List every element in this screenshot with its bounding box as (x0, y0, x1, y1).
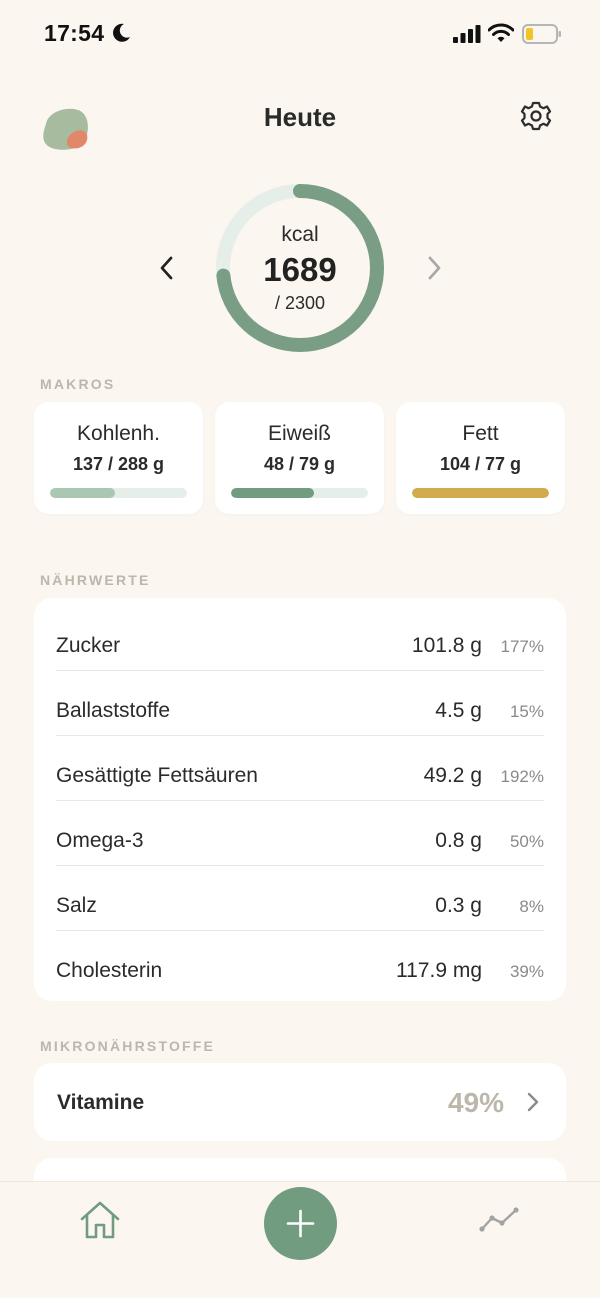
moon-icon (110, 22, 132, 49)
plus-icon (286, 1209, 315, 1238)
nutrient-row-sugar[interactable]: Zucker 101.8 g 177% (56, 606, 544, 671)
nutrient-row-salt[interactable]: Salz 0.3 g 8% (56, 866, 544, 931)
calorie-value: 1689 (263, 251, 337, 288)
nutrient-row-fiber[interactable]: Ballaststoffe 4.5 g 15% (56, 671, 544, 736)
nutrient-row-omega3[interactable]: Omega-3 0.8 g 50% (56, 801, 544, 866)
macro-value: 137 / 288 g (72, 454, 165, 474)
chevron-right-icon[interactable] (420, 250, 450, 286)
nutrient-name: Cholesterin (56, 959, 163, 982)
nutrients-card: Zucker 101.8 g 177% Ballaststoffe 4.5 g … (34, 598, 566, 1001)
nutrient-amount: 117.9 mg (396, 959, 482, 982)
macro-progress-fill (50, 488, 116, 498)
home-icon[interactable] (78, 1199, 122, 1241)
macro-value: 104 / 77 g (439, 454, 522, 474)
page-title: Heute (263, 102, 337, 132)
divider (56, 670, 544, 671)
divider (56, 865, 544, 866)
macro-card-carbs[interactable]: Kohlenh. 137 / 288 g (34, 402, 203, 514)
nutrient-percent: 8% (519, 897, 544, 916)
calorie-goal: / 2300 (274, 293, 326, 313)
nutrient-percent: 39% (509, 962, 544, 981)
macro-name: Fett (462, 422, 499, 445)
micronutrients-section-label: MIKRONÄHRSTOFFE (40, 1038, 216, 1054)
nutrient-percent: 192% (500, 767, 544, 786)
status-time: 17:54 (44, 20, 105, 46)
add-button[interactable] (264, 1187, 337, 1260)
macros-section-label: MAKROS (40, 376, 116, 392)
macro-progress-bar (412, 488, 549, 498)
nutrient-name: Gesättigte Fettsäuren (56, 764, 258, 787)
nutrient-amount: 0.3 g (435, 894, 482, 917)
line-chart-icon[interactable] (478, 1204, 522, 1234)
nutrient-amount: 4.5 g (435, 699, 482, 722)
battery-icon (522, 24, 562, 49)
divider (56, 735, 544, 736)
chevron-left-icon[interactable] (152, 250, 182, 286)
nutrients-section-label: NÄHRWERTE (40, 572, 151, 588)
macro-card-protein[interactable]: Eiweiß 48 / 79 g (215, 402, 384, 514)
tab-bar (0, 1181, 600, 1298)
macro-progress-fill (412, 488, 549, 498)
calorie-ring-progress (216, 184, 384, 352)
nutrient-name: Zucker (56, 634, 121, 657)
cellular-signal-icon (453, 25, 481, 48)
vitamins-card[interactable]: Vitamine 49% (34, 1063, 566, 1141)
divider (56, 930, 544, 931)
nutrient-percent: 50% (509, 832, 544, 851)
nutrient-amount: 0.8 g (435, 829, 482, 852)
divider (56, 800, 544, 801)
nutrient-amount: 101.8 g (411, 634, 482, 657)
macro-progress-bar (50, 488, 187, 498)
gear-icon[interactable] (518, 98, 554, 134)
vitamins-label: Vitamine (57, 1091, 145, 1114)
macro-card-fat[interactable]: Fett 104 / 77 g (396, 402, 565, 514)
nutrient-row-saturated-fat[interactable]: Gesättigte Fettsäuren 49.2 g 192% (56, 736, 544, 801)
nutrient-name: Omega-3 (56, 829, 144, 852)
nutrient-row-cholesterol[interactable]: Cholesterin 117.9 mg 39% (56, 931, 544, 996)
nutrient-name: Ballaststoffe (56, 699, 171, 722)
status-bar: 17:54 (0, 0, 600, 70)
nutrient-percent: 177% (500, 637, 544, 656)
macro-name: Eiweiß (267, 422, 331, 445)
calorie-unit: kcal (281, 223, 319, 246)
nutrient-amount: 49.2 g (423, 764, 482, 787)
macro-value: 48 / 79 g (263, 454, 336, 474)
macro-progress-bar (231, 488, 368, 498)
macro-name: Kohlenh. (77, 422, 160, 445)
vitamins-percent: 49% (447, 1087, 504, 1118)
chevron-right-icon (526, 1091, 540, 1118)
nutrient-percent: 15% (509, 702, 544, 721)
nutrient-name: Salz (56, 894, 97, 917)
calorie-ring: kcal 1689 / 2300 (215, 183, 385, 353)
avatar[interactable] (40, 106, 90, 152)
wifi-icon (487, 23, 515, 48)
macro-progress-fill (231, 488, 315, 498)
